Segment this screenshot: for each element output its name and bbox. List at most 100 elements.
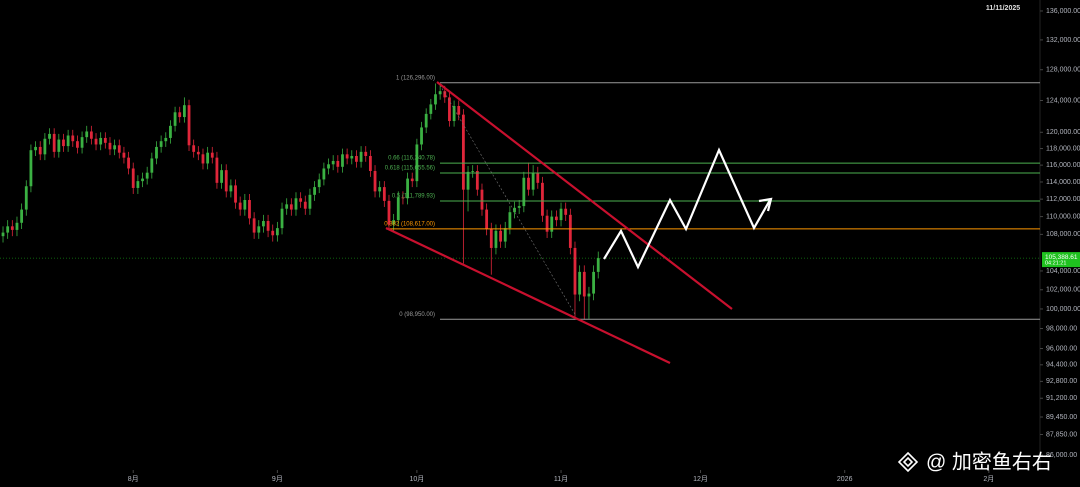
candle-body bbox=[80, 137, 84, 148]
candle-body bbox=[150, 158, 154, 173]
candle-body bbox=[592, 271, 595, 294]
y-tick-label: 92,800.00 bbox=[1046, 378, 1077, 385]
candle-body bbox=[396, 197, 400, 221]
y-tick-label: 108,000.00 bbox=[1046, 231, 1080, 238]
candle-body bbox=[243, 200, 247, 210]
candle-body bbox=[229, 185, 233, 192]
candle-body bbox=[103, 137, 107, 143]
candle-body bbox=[131, 168, 135, 188]
candle-body bbox=[424, 113, 428, 128]
candle-body bbox=[252, 218, 256, 233]
y-tick-label: 104,000.00 bbox=[1046, 268, 1080, 275]
candle-body bbox=[582, 271, 586, 297]
x-tick-label: 8月 bbox=[128, 475, 139, 483]
candle-body bbox=[66, 135, 70, 147]
candle-body bbox=[238, 202, 242, 210]
wedge-lower bbox=[385, 227, 671, 364]
x-tick-label: 11月 bbox=[554, 475, 568, 483]
x-tick-label: 12月 bbox=[693, 475, 708, 483]
candle-body bbox=[113, 145, 117, 150]
candle-body bbox=[485, 209, 489, 230]
y-tick-label: 124,000.00 bbox=[1046, 97, 1080, 104]
candle-body bbox=[52, 133, 56, 152]
candle-body bbox=[578, 271, 582, 295]
wedge-upper bbox=[436, 81, 733, 310]
candle-body bbox=[420, 127, 423, 145]
candle-body bbox=[206, 152, 210, 164]
fib-label: 0.382 (108,617.00) bbox=[384, 221, 435, 227]
candle-body bbox=[34, 146, 37, 151]
candle-body bbox=[434, 94, 437, 105]
candle-body bbox=[457, 105, 461, 115]
y-tick-label: 128,000.00 bbox=[1046, 67, 1080, 74]
candle-body bbox=[1, 232, 5, 237]
candle-body bbox=[452, 105, 456, 122]
candle-body bbox=[489, 229, 493, 248]
candle-body bbox=[499, 230, 502, 242]
candle-body bbox=[178, 112, 182, 118]
candle-body bbox=[303, 201, 307, 209]
y-tick-label: 118,000.00 bbox=[1046, 145, 1080, 152]
candle-body bbox=[164, 137, 168, 142]
y-tick-label: 110,000.00 bbox=[1046, 213, 1080, 220]
candle-body bbox=[62, 139, 65, 147]
candle-body bbox=[24, 186, 28, 210]
fib-label: 0.66 (116,240.78) bbox=[388, 156, 435, 162]
candle-body bbox=[527, 177, 530, 190]
candle-body bbox=[224, 170, 228, 192]
candle-body bbox=[182, 105, 186, 118]
fib-trend-line bbox=[439, 84, 577, 317]
candle-body bbox=[262, 221, 265, 227]
candle-body bbox=[317, 179, 321, 188]
candle-body bbox=[71, 135, 75, 142]
candle-body bbox=[382, 187, 386, 201]
candle-body bbox=[136, 181, 140, 188]
candle-body bbox=[336, 160, 340, 167]
candle-body bbox=[38, 146, 42, 155]
candle-body bbox=[373, 170, 377, 192]
watermark: @ 加密鱼右右 bbox=[926, 450, 1052, 473]
candle-body bbox=[364, 151, 368, 156]
candle-body bbox=[155, 146, 158, 159]
candle-body bbox=[568, 214, 572, 248]
candle-body bbox=[220, 170, 223, 183]
candle-body bbox=[280, 208, 284, 229]
fib-label: 0 (98,950.00) bbox=[399, 312, 435, 318]
y-tick-label: 100,000.00 bbox=[1046, 306, 1080, 313]
fib-label: 0.618 (115,055.56) bbox=[385, 166, 435, 172]
y-tick-label: 91,200.00 bbox=[1046, 395, 1077, 402]
x-tick-label: 10月 bbox=[409, 475, 424, 483]
candle-body bbox=[587, 293, 591, 297]
price-box bbox=[1042, 252, 1080, 268]
y-tick-label: 114,000.00 bbox=[1046, 179, 1080, 186]
candle-body bbox=[368, 155, 372, 171]
y-tick-label: 96,000.00 bbox=[1046, 345, 1077, 352]
candle-body bbox=[350, 155, 354, 159]
y-tick-label: 94,400.00 bbox=[1046, 362, 1077, 369]
candle-body bbox=[159, 141, 163, 147]
candle-body bbox=[508, 212, 512, 229]
candle-body bbox=[494, 230, 498, 248]
candle-body bbox=[187, 105, 191, 146]
x-tick-label: 2月 bbox=[983, 475, 994, 483]
y-tick-label: 116,000.00 bbox=[1046, 162, 1080, 169]
candle-body bbox=[522, 177, 526, 207]
candle-body bbox=[192, 145, 196, 152]
date-label: 11/11/2025 bbox=[986, 5, 1020, 12]
candle-body bbox=[327, 164, 330, 169]
candle-body bbox=[76, 141, 79, 148]
candle-body bbox=[117, 145, 121, 153]
x-tick-label: 9月 bbox=[272, 475, 283, 483]
candle-body bbox=[196, 151, 200, 155]
candle-body bbox=[443, 91, 447, 98]
candle-body bbox=[341, 154, 344, 167]
candle-body bbox=[173, 112, 177, 126]
candle-body bbox=[20, 209, 24, 223]
candle-body bbox=[6, 226, 10, 233]
candle-body bbox=[573, 247, 577, 295]
x-tick-label: 2026 bbox=[837, 476, 853, 483]
candle-body bbox=[406, 178, 409, 199]
y-tick-label: 87,850.00 bbox=[1046, 431, 1077, 438]
